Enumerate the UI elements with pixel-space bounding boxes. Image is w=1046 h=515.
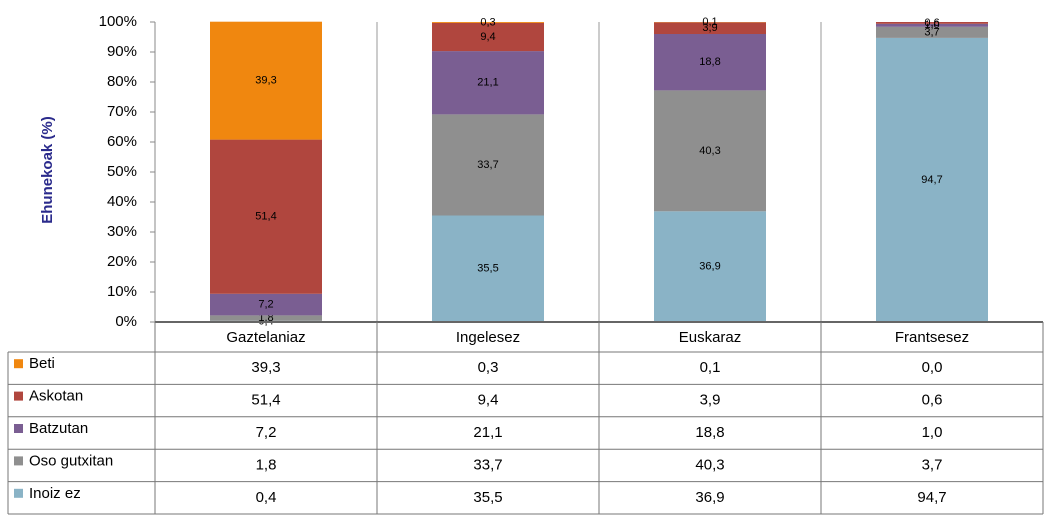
table-cell: 0,4 (256, 489, 277, 506)
y-tick-label: 80% (107, 73, 137, 90)
data-label: 51,4 (255, 211, 276, 223)
table-cell: 1,8 (256, 456, 277, 473)
bar-segment (432, 114, 544, 216)
y-tick-label: 40% (107, 193, 137, 210)
data-label: 0,6 (924, 17, 939, 29)
table-cell: 94,7 (917, 489, 946, 506)
bar-segment (210, 139, 322, 294)
data-label: 18,8 (699, 56, 720, 68)
data-label: 3,9 (702, 22, 717, 34)
x-tick-label: Ingelesez (456, 329, 520, 346)
data-label: 3,7 (924, 26, 939, 38)
legend-swatch (14, 456, 23, 466)
y-tick-label: 100% (99, 13, 137, 30)
y-tick-label: 50% (107, 163, 137, 180)
legend-swatch (14, 359, 23, 369)
legend-swatch (14, 488, 23, 498)
data-label: 94,7 (921, 174, 942, 186)
bar-segment (654, 34, 766, 91)
bar-segment (432, 215, 544, 322)
y-tick-label: 70% (107, 103, 137, 120)
data-label: 39,3 (255, 75, 276, 87)
bar-segment (210, 21, 322, 140)
bar-segment (876, 22, 988, 24)
table-cell: 0,0 (922, 359, 943, 376)
y-tick-label: 30% (107, 223, 137, 240)
x-tick-label: Gaztelaniaz (226, 329, 305, 346)
table-cell: 33,7 (473, 456, 502, 473)
legend-label: Batzutan (29, 420, 88, 437)
table-cell: 9,4 (478, 392, 499, 409)
table-cell: 21,1 (473, 424, 502, 441)
legend-swatch (14, 391, 23, 401)
y-tick-label: 20% (107, 253, 137, 270)
legend-label: Askotan (29, 388, 83, 405)
data-label: 9,4 (480, 31, 495, 43)
legend-label: Inoiz ez (29, 485, 81, 502)
data-label: 7,2 (258, 299, 273, 311)
x-tick-label: Frantsesez (895, 329, 969, 346)
data-label: 0,1 (702, 16, 717, 28)
bar-segment (876, 37, 988, 323)
bar-segment (432, 51, 544, 115)
bar-segment (654, 211, 766, 322)
data-label: 40,3 (699, 145, 720, 157)
table-cell: 51,4 (251, 392, 280, 409)
y-tick-label: 0% (115, 313, 137, 330)
table-cell: 0,6 (922, 392, 943, 409)
legend-label: Oso gutxitan (29, 452, 113, 469)
table-cell: 0,1 (700, 359, 721, 376)
bar-segment (876, 26, 988, 38)
data-label: 33,7 (477, 159, 498, 171)
data-label: 0,3 (480, 16, 495, 28)
data-label: 36,9 (699, 261, 720, 273)
bar-segment (432, 22, 544, 52)
data-label: 21,1 (477, 77, 498, 89)
y-tick-label: 10% (107, 283, 137, 300)
table-cell: 1,0 (922, 424, 943, 441)
bar-segment (876, 23, 988, 27)
legend-swatch (14, 424, 23, 433)
y-axis-label: Ehunekoak (%) (39, 116, 56, 224)
table-cell: 39,3 (251, 359, 280, 376)
table-cell: 3,9 (700, 392, 721, 409)
bar-segment (210, 315, 322, 321)
table-cell: 7,2 (256, 424, 277, 441)
data-label: 35,5 (477, 263, 498, 275)
table-cell: 3,7 (922, 456, 943, 473)
x-tick-label: Euskaraz (679, 329, 742, 346)
bar-segment (210, 293, 322, 316)
bar-segment (654, 22, 766, 34)
table-cell: 18,8 (695, 424, 724, 441)
table-cell: 0,3 (478, 359, 499, 376)
table-cell: 35,5 (473, 489, 502, 506)
table-cell: 36,9 (695, 489, 724, 506)
bar-segment (432, 22, 544, 23)
y-tick-label: 60% (107, 133, 137, 150)
y-tick-label: 90% (107, 43, 137, 60)
table-cell: 40,3 (695, 456, 724, 473)
bar-segment (654, 90, 766, 212)
legend-label: Beti (29, 355, 55, 372)
